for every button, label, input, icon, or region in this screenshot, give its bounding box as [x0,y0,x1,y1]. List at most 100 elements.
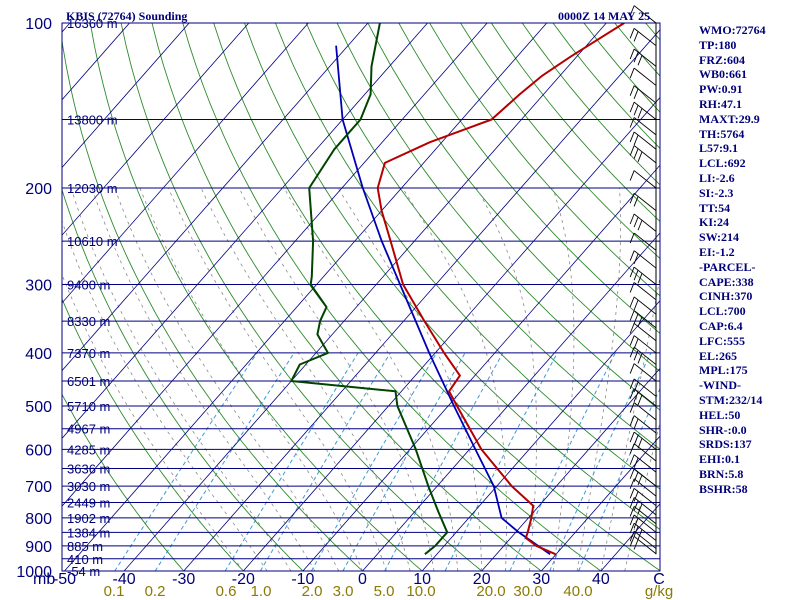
index-item: PW:0.91 [699,82,743,97]
isotherm [123,23,607,571]
mixing-ratio-tick-label: 10.0 [406,583,435,600]
moist-adiabat [337,187,483,571]
wind-barb [633,266,657,285]
wind-barb-flag [629,388,635,399]
wind-barb [633,536,657,555]
wind-barb-flag [637,273,643,284]
wind-barb-flag [637,151,643,162]
isotherm [540,435,660,571]
height-label: 2449 m [67,496,110,511]
wind-barb-flag [637,474,643,486]
moist-adiabat [600,274,660,571]
height-label: 1902 m [67,511,110,526]
wind-barb-flag [633,418,639,429]
wind-barb [633,213,657,232]
isotherm [62,23,369,372]
index-item: RH:47.1 [699,96,742,111]
index-item: HEL:50 [699,407,741,422]
wind-barb-flag [629,101,635,113]
wind-barb [633,323,657,342]
temperature-tick-label: 0 [358,571,367,588]
temperature-tick-label: -20 [232,571,255,588]
index-item: BSHR:58 [699,481,748,496]
wind-barb-flag [637,529,643,540]
wind-barb-flag [629,335,635,346]
wind-barb-flag [633,391,639,402]
height-label: 13800 m [67,112,118,127]
temperature-unit-label: C [653,571,665,588]
wind-barb-flag [629,488,635,499]
wind-barb-flag [637,503,643,514]
wind-barb-flag [629,443,635,454]
wind-barb-flag [633,539,639,550]
height-label: -54 m [67,564,100,579]
temperature-tick-label: 20 [473,571,491,588]
wind-barb [633,506,657,525]
height-label: 5710 m [67,399,110,414]
isotherm [362,232,660,571]
temperature-line [376,23,625,556]
temperature-tick-label: -50 [53,571,76,588]
station-title: KBIS (72764) Sounding [66,9,188,23]
wind-barb-flag [633,31,639,42]
wind-barb [633,5,657,24]
moist-adiabat [283,187,459,571]
pressure-tick-label: 1000 [16,564,52,581]
index-item: CAP:6.4 [699,318,743,333]
index-item: TH:5764 [699,126,745,141]
isotherm [0,23,10,571]
temperature-tick-label: 30 [532,571,550,588]
wind-barb-flag [637,316,643,327]
index-item: LI:-2.6 [699,170,735,185]
mixing-ratio-tick-label: 30.0 [513,583,542,600]
wind-barb [633,85,657,104]
index-item: SRDS:137 [699,437,752,452]
wind-barb-flag [633,517,639,529]
moist-adiabat [62,273,244,571]
wind-barb-flag [629,5,635,16]
wind-barb [633,415,657,434]
pressure-tick-label: 900 [25,539,52,556]
index-item: MPL:175 [699,363,748,378]
wind-barb-flag [629,378,635,390]
wind-barb [633,48,657,67]
wind-barb-flag [629,523,635,534]
index-item: EI:-1.2 [699,244,735,259]
sounding-indices-panel: WMO:72764 TP:180 FRZ:604 WB0:661 PW:0.91 RH:4… [699,23,799,497]
wind-barb-flag [633,148,639,159]
wind-barb-flag [629,145,635,156]
index-item: BRN:5.8 [699,466,744,481]
wind-barb [633,443,657,462]
wind-barb-flag [629,266,635,278]
wind-barb-flag [637,438,643,449]
mixing-ratio-tick-label: 20.0 [476,583,505,600]
height-label: 8330 m [67,314,110,329]
wind-barb-flag [637,353,643,364]
mixing-ratio-tick-label: 40.0 [563,583,592,600]
index-item: -WIND- [699,378,741,393]
wind-barb-flag [629,48,635,60]
wind-barb-flag [629,67,635,79]
mixing-ratio-tick-label: 5.0 [374,583,395,600]
pressure-tick-label: 600 [25,442,52,459]
wind-barb [633,388,657,407]
mixing-ratio-unit-label: g/kg [645,583,673,600]
wind-barb-flag [633,51,639,63]
wind-barb-flag [629,531,635,542]
pressure-tick-label: 800 [25,511,52,528]
wind-barb-flag [637,394,643,406]
wind-barb-flag [633,253,639,264]
wind-barb-flag [633,381,639,393]
wind-barb-flag [629,363,635,374]
wind-barb [633,192,657,211]
index-item: L57:9.1 [699,141,738,156]
index-item: STM:232/14 [699,392,763,407]
isotherm [62,23,250,236]
wind-barb-flag [629,170,635,181]
wind-barb [633,250,657,269]
wind-barb [633,170,657,189]
wind-barb [633,232,657,251]
wind-barb-flag [633,435,639,446]
isotherm [481,367,660,571]
